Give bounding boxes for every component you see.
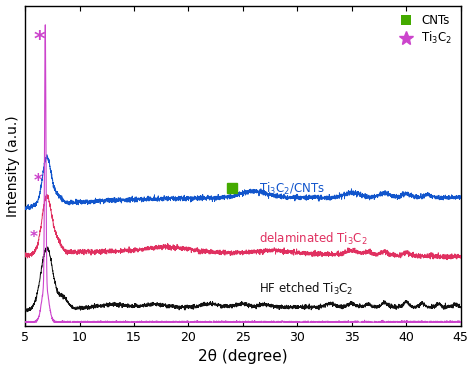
Legend: CNTs, Ti$_3$C$_2$: CNTs, Ti$_3$C$_2$	[392, 11, 455, 49]
Text: *: *	[34, 30, 45, 50]
X-axis label: 2θ (degree): 2θ (degree)	[198, 349, 288, 364]
Text: *: *	[33, 172, 42, 190]
Text: Ti$_3$C$_2$/CNTs: Ti$_3$C$_2$/CNTs	[259, 181, 325, 197]
Text: delaminated Ti$_3$C$_2$: delaminated Ti$_3$C$_2$	[259, 231, 368, 247]
Text: HF etched Ti$_3$C$_2$: HF etched Ti$_3$C$_2$	[259, 280, 354, 297]
Y-axis label: Intensity (a.u.): Intensity (a.u.)	[6, 115, 19, 216]
Text: *: *	[30, 231, 38, 245]
